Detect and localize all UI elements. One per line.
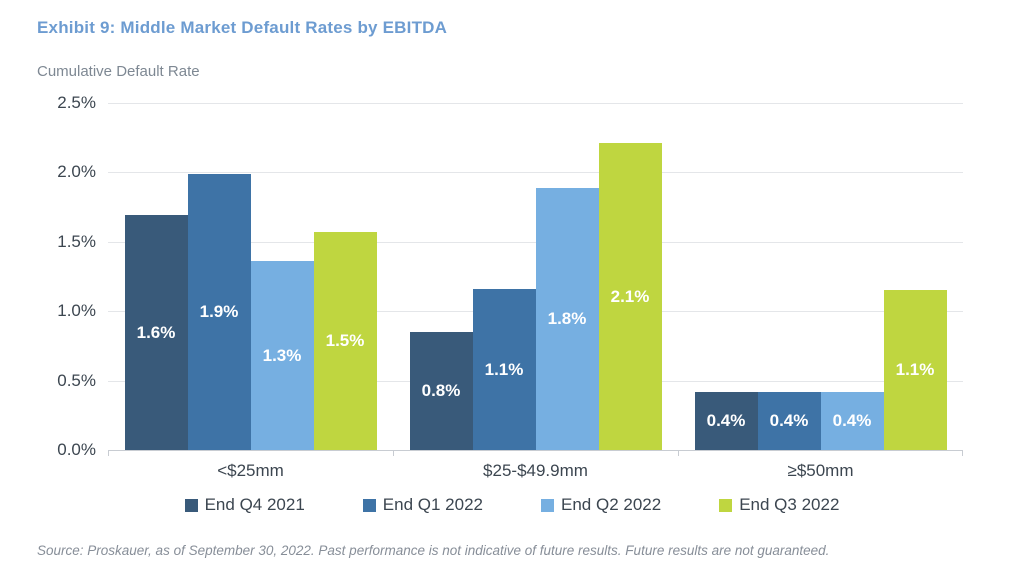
y-tick-label: 2.0% [57,162,96,182]
bar-end-q1-2022: 1.9% [187,173,251,450]
y-tick-label: 1.5% [57,231,96,251]
legend-item: End Q4 2021 [184,495,305,515]
legend-swatch-icon [184,498,198,512]
bar-value-label: 1.8% [547,308,587,328]
bar-end-q3-2022: 1.1% [883,290,947,450]
bar-group-3: 0.4% 0.4% 0.4% 1.1% ≥$50mm [678,103,963,480]
legend-label: End Q2 2022 [561,495,662,514]
bar-chart-plot-area: 2.5% 2.0% 1.5% 1.0% 0.5% 0.0% 1.6% 1.9% 1.3% 1.5%… [57,93,963,480]
page-title: Exhibit 9: Middle Market Default Rates b… [37,18,448,37]
bar-value-label: 1.9% [199,301,239,321]
x-axis-tick [678,450,679,456]
bar-end-q2-2022: 1.8% [535,187,599,450]
bar-value-label: 2.1% [610,286,650,306]
x-category-label: <$25mm [217,461,284,480]
gridline [108,172,963,174]
gridline [108,103,963,104]
bar-value-label: 0.8% [421,381,461,401]
bar-value-label: 1.3% [262,345,302,365]
y-tick-label: 1.0% [57,301,96,321]
legend-label: End Q4 2021 [204,495,305,514]
bar-value-label: 0.4% [832,410,872,430]
bar-end-q1-2022: 1.1% [472,289,536,450]
legend-item: End Q2 2022 [541,495,661,515]
bar-end-q2-2022: 1.3% [250,261,314,450]
x-category-label: $25-$49.9mm [483,461,588,480]
bar-end-q4-2021: 1.6% [124,215,188,450]
bar-value-label: 0.4% [706,410,746,430]
bar-end-q3-2022: 1.5% [313,232,377,450]
y-tick-label: 0.5% [57,370,96,390]
legend-swatch-icon [541,498,554,512]
legend-item: End Q1 2022 [362,495,483,515]
bar-value-label: 1.1% [484,359,524,379]
legend-label: End Q1 2022 [382,495,483,514]
legend-item: End Q3 2022 [719,495,839,515]
bar-group-1: 1.6% 1.9% 1.3% 1.5% <$25mm [108,103,393,480]
bar-end-q2-2022: 0.4% [820,391,884,450]
y-tick-label: 2.5% [57,93,96,112]
chart-legend: End Q4 2021 End Q1 2022 End Q2 2022 End Q3 … [0,495,1024,515]
y-axis-title: Cumulative Default Rate [37,63,200,80]
x-axis-tick [393,450,394,456]
x-axis-line [108,450,963,451]
x-axis-tick [962,450,963,456]
bar-value-label: 0.4% [769,410,809,430]
x-axis-tick [108,450,109,456]
legend-swatch-icon [362,498,376,512]
source-note: Source: Proskauer, as of September 30, 2… [37,543,830,558]
x-category-label: ≥$50mm [787,461,854,480]
bar-value-label: 1.5% [325,331,365,351]
bar-value-label: 1.1% [895,360,935,380]
y-tick-label: 0.0% [57,440,96,459]
legend-swatch-icon [719,498,733,512]
bar-group-2: 0.8% 1.1% 1.8% 2.1% $25-$49.9mm [393,103,678,480]
bar-end-q4-2021: 0.8% [409,332,473,450]
bar-end-q4-2021: 0.4% [694,391,758,450]
bar-end-q3-2022: 2.1% [598,143,662,450]
legend-label: End Q3 2022 [739,495,840,514]
bar-value-label: 1.6% [136,322,176,342]
bar-end-q1-2022: 0.4% [757,391,821,450]
